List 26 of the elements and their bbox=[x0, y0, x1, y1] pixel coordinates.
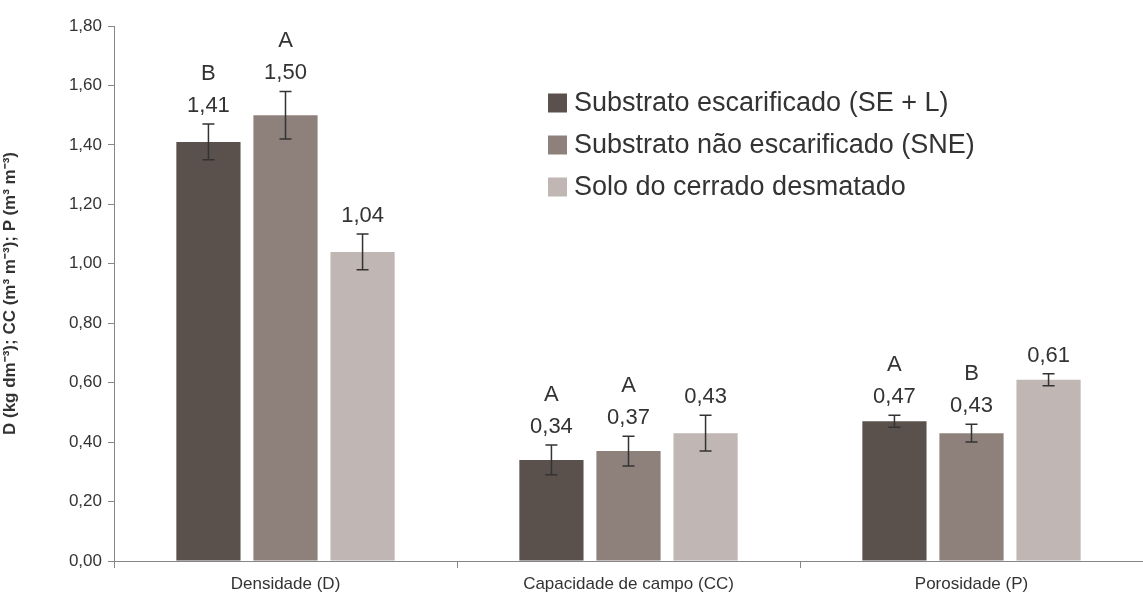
x-tick-label: Porosidade (P) bbox=[914, 573, 1029, 593]
data-label: 0,61 bbox=[1027, 341, 1070, 367]
x-tick-label: Densidade (D) bbox=[230, 573, 341, 593]
legend-label: Substrato não escarificado (SNE) bbox=[574, 129, 975, 160]
legend-label: Substrato escarificado (SE + L) bbox=[574, 87, 949, 118]
data-label: B 0,43 bbox=[950, 360, 993, 418]
y-tick-label: 0,00 bbox=[68, 550, 102, 570]
y-tick-label: 1,20 bbox=[68, 194, 102, 214]
y-tick-label: 1,80 bbox=[68, 15, 102, 35]
data-label: A 0,34 bbox=[530, 381, 573, 439]
data-label: A 1,50 bbox=[264, 27, 307, 85]
data-label: A 0,47 bbox=[873, 351, 916, 409]
data-label: A 0,37 bbox=[607, 372, 650, 430]
x-tick-label: Capacidade de campo (CC) bbox=[523, 573, 734, 593]
y-tick-label: 1,60 bbox=[68, 75, 102, 95]
data-label: 0,43 bbox=[684, 383, 727, 409]
y-tick-label: 1,00 bbox=[68, 253, 102, 273]
legend-label: Solo do cerrado desmatado bbox=[574, 171, 906, 202]
y-tick-label: 0,40 bbox=[68, 431, 102, 451]
data-label: 1,04 bbox=[341, 202, 384, 228]
y-tick-label: 0,80 bbox=[68, 312, 102, 332]
data-label: B 1,41 bbox=[187, 60, 230, 118]
y-tick-label: 0,20 bbox=[68, 491, 102, 511]
y-tick-label: 0,60 bbox=[68, 372, 102, 392]
y-axis-title: D (kg dm⁻³); CC (m³ m⁻³); P (m³ m⁻³) bbox=[0, 151, 19, 436]
y-tick-label: 1,40 bbox=[68, 134, 102, 154]
